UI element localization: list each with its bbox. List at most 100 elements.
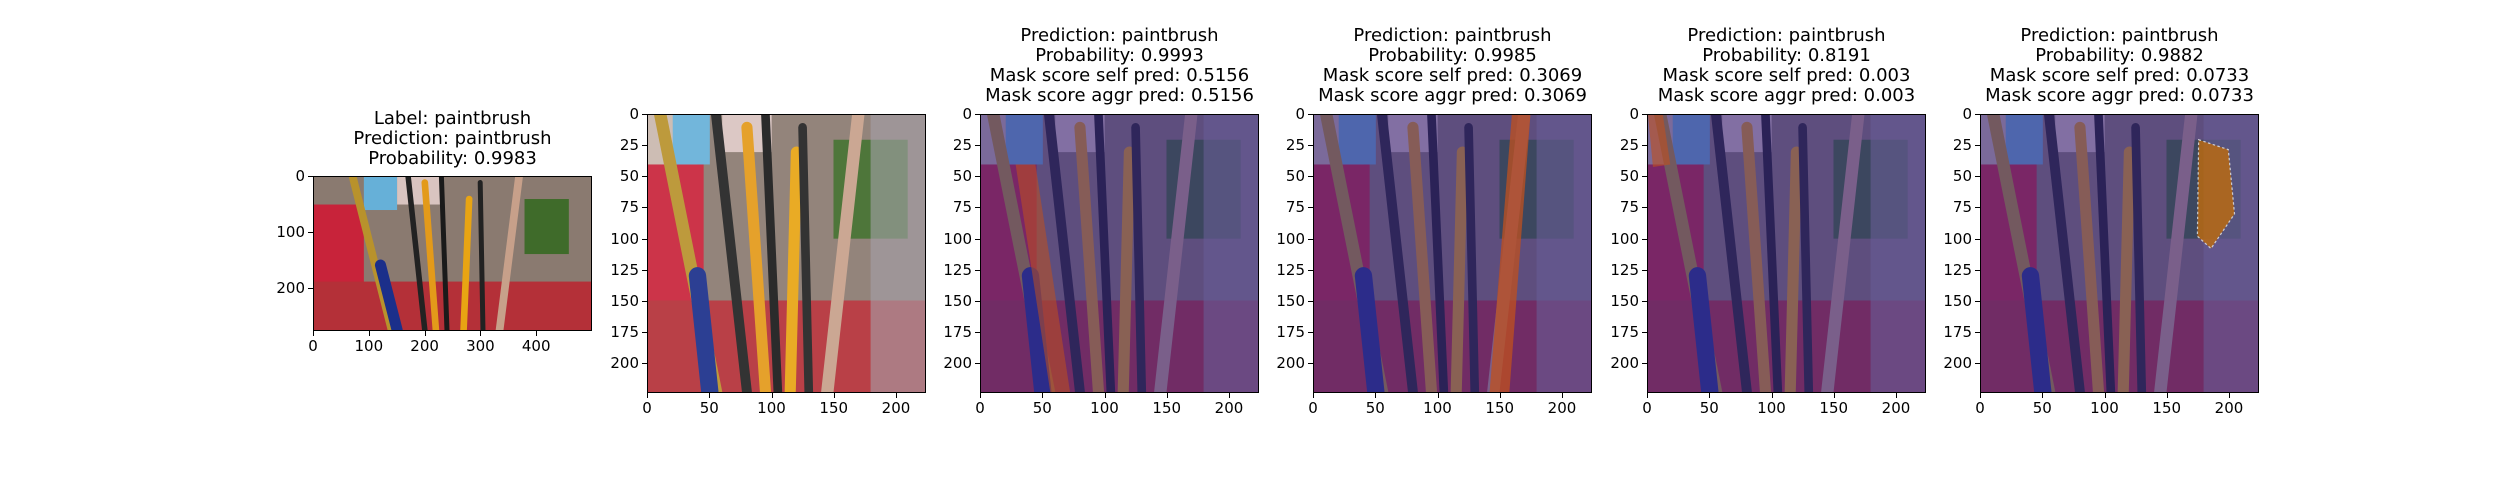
panel-title: Prediction: paintbrush Probability: 0.998… — [1253, 26, 1652, 106]
title-line: Mask score aggr pred: 0.0733 — [1985, 85, 2254, 106]
y-tick-label: 0 — [295, 167, 305, 185]
y-tick-label: 25 — [1619, 136, 1639, 155]
image-svg — [1314, 115, 1591, 392]
panel-5: Prediction: paintbrush Probability: 0.819… — [1610, 26, 1926, 416]
y-tick-label: 25 — [1952, 136, 1972, 155]
x-tick-label: 200 — [2214, 399, 2244, 417]
x-tick-label: 50 — [2032, 399, 2052, 417]
x-tick-mark — [1562, 393, 1563, 398]
y-tick-mark — [975, 300, 980, 302]
panel-2: 0 50 100 150 200 0 25 50 75 100 125 150 175 200 — [610, 107, 926, 416]
x-tick-label: 200 — [881, 399, 911, 417]
x-tick-label: 100 — [354, 337, 384, 355]
image-svg — [1648, 115, 1925, 392]
y-tick-mark — [1975, 114, 1980, 115]
image-svg — [648, 115, 925, 392]
y-tick-label: 125 — [1943, 260, 1972, 279]
x-tick-mark — [1313, 393, 1314, 398]
y-tick-mark — [1975, 176, 1980, 178]
y-tick-label: 175 — [943, 322, 972, 341]
y-tick-mark — [1308, 269, 1313, 271]
x-tick-label: 150 — [1152, 399, 1182, 417]
y-tick-mark — [1975, 269, 1980, 271]
x-tick-label: 200 — [410, 337, 439, 355]
y-tick-label: 50 — [619, 167, 639, 186]
y-tick-mark — [1975, 238, 1980, 240]
y-tick-mark — [1642, 269, 1647, 271]
panel-3: Prediction: paintbrush Probability: 0.999… — [943, 26, 1259, 416]
y-tick-label: 200 — [943, 354, 972, 372]
x-tick-mark — [647, 393, 648, 398]
title-line: Prediction: paintbrush — [353, 128, 552, 149]
x-tick-mark — [1042, 393, 1044, 398]
y-tick-label: 200 — [1276, 354, 1305, 372]
y-tick-label: 200 — [276, 278, 305, 297]
y-tick-label: 0 — [629, 105, 639, 123]
x-tick-mark — [2104, 393, 2106, 398]
y-tick-mark — [642, 238, 647, 240]
y-tick-label: 0 — [962, 105, 972, 123]
title-line: Prediction: paintbrush — [1020, 25, 1219, 46]
y-tick-label: 150 — [1943, 291, 1972, 310]
x-tick-label: 150 — [2152, 399, 2182, 417]
y-tick-label: 125 — [1610, 260, 1639, 279]
title-line: Prediction: paintbrush — [2020, 25, 2219, 46]
x-tick-mark — [424, 331, 426, 336]
y-tick-mark — [975, 269, 980, 271]
y-tick-mark — [1975, 331, 1980, 333]
y-tick-label: 200 — [1943, 354, 1972, 372]
title-line: Probability: 0.9993 — [1035, 45, 1204, 66]
y-tick-mark — [1642, 114, 1647, 115]
image-axes — [980, 114, 1259, 393]
x-tick-mark — [1980, 393, 1981, 398]
x-tick-label: 0 — [1642, 399, 1652, 417]
y-tick-label: 75 — [619, 198, 639, 217]
panel-title: Prediction: paintbrush Probability: 0.819… — [1587, 26, 1986, 106]
y-tick-label: 150 — [610, 291, 639, 310]
x-tick-mark — [480, 331, 482, 336]
y-tick-mark — [1308, 300, 1313, 302]
y-tick-mark — [975, 176, 980, 178]
y-tick-label: 75 — [1619, 198, 1639, 217]
y-tick-mark — [1642, 331, 1647, 333]
y-tick-label: 50 — [1619, 167, 1639, 186]
y-tick-mark — [1642, 145, 1647, 147]
x-tick-label: 50 — [1699, 399, 1719, 417]
y-tick-label: 75 — [952, 198, 972, 217]
x-tick-mark — [1709, 393, 1711, 398]
y-tick-label: 150 — [1610, 291, 1639, 310]
x-tick-label: 200 — [1214, 399, 1244, 417]
image-svg — [981, 115, 1258, 392]
x-tick-mark — [368, 331, 370, 336]
x-tick-label: 0 — [975, 399, 985, 417]
y-tick-label: 25 — [619, 136, 639, 155]
x-tick-label: 150 — [1485, 399, 1515, 417]
image-axes — [313, 176, 592, 331]
scene-image — [1648, 115, 1925, 392]
y-tick-label: 100 — [1610, 229, 1639, 248]
y-tick-label: 200 — [1610, 354, 1639, 372]
x-tick-label: 0 — [642, 399, 652, 417]
image-axes — [1980, 114, 2259, 393]
x-tick-mark — [896, 393, 897, 398]
y-tick-mark — [1308, 331, 1313, 333]
y-tick-mark — [975, 238, 980, 240]
y-tick-label: 75 — [1285, 198, 1305, 217]
y-tick-mark — [1975, 207, 1980, 209]
x-tick-label: 100 — [1090, 399, 1119, 417]
y-tick-mark — [975, 331, 980, 333]
x-tick-mark — [1896, 393, 1897, 398]
y-tick-mark — [642, 331, 647, 333]
scene-image — [648, 115, 925, 392]
y-tick-label: 100 — [1276, 229, 1305, 248]
y-tick-mark — [1642, 300, 1647, 302]
y-tick-label: 0 — [1295, 105, 1305, 123]
x-tick-label: 400 — [521, 337, 551, 355]
scene-image — [981, 115, 1258, 392]
image-axes — [1313, 114, 1592, 393]
x-tick-label: 100 — [1757, 399, 1786, 417]
y-tick-label: 125 — [610, 260, 639, 279]
panel-4: Prediction: paintbrush Probability: 0.998… — [1276, 26, 1592, 416]
title-line: Probability: 0.9882 — [2035, 45, 2204, 66]
y-tick-mark — [642, 176, 647, 178]
